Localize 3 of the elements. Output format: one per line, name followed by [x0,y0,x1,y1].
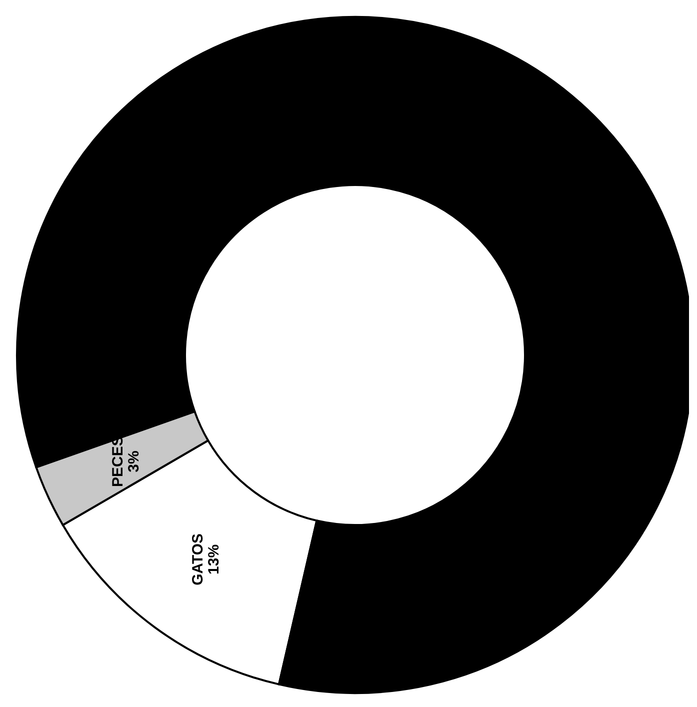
data-label: 13% [205,544,222,574]
data-label: 3% [125,450,142,472]
slice-label: GATOS [189,533,206,586]
